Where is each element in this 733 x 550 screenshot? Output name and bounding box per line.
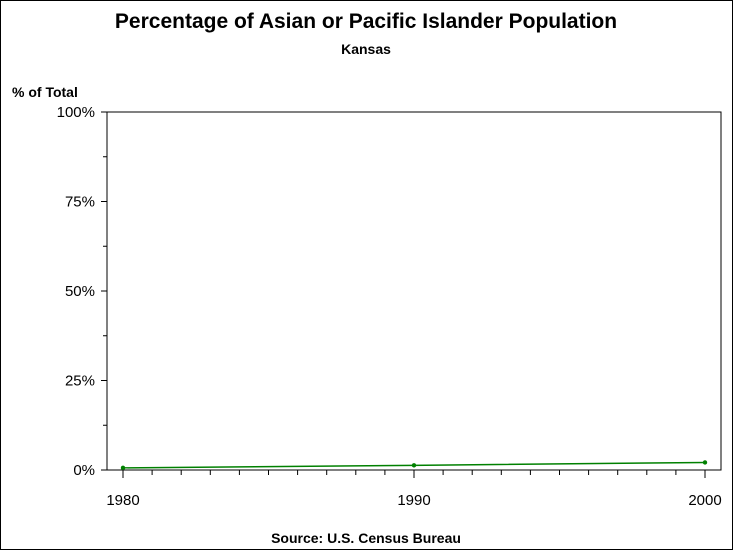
y-tick-label: 75%: [65, 194, 95, 211]
y-tick-label: 0%: [73, 462, 95, 479]
y-axis: 0% 25% 50% 75% 100%: [57, 104, 107, 479]
x-axis: 1980 1990 2000: [106, 470, 722, 509]
chart-title: Percentage of Asian or Pacific Islander …: [115, 10, 617, 33]
chart-subtitle: Kansas: [341, 41, 391, 57]
data-point: [411, 463, 417, 468]
data-point: [120, 465, 126, 471]
y-axis-label: % of Total: [12, 84, 78, 100]
series-layer: [120, 460, 708, 471]
x-tick-label: 1990: [397, 492, 430, 509]
x-tick-label: 2000: [688, 492, 721, 509]
source-note: Source: U.S. Census Bureau: [271, 530, 461, 546]
plot-area: [106, 111, 722, 471]
y-tick-label: 100%: [57, 104, 95, 121]
y-tick-label: 25%: [65, 373, 95, 390]
y-tick-label: 50%: [65, 283, 95, 300]
x-tick-label: 1980: [106, 492, 139, 509]
data-point: [702, 460, 708, 465]
